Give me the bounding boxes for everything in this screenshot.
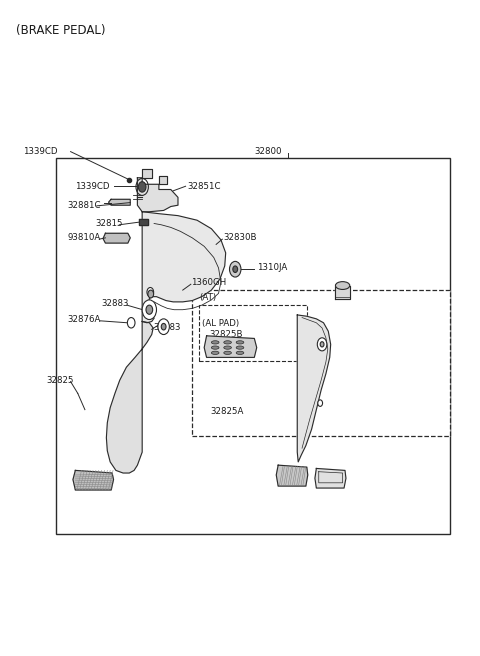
Ellipse shape <box>211 351 219 354</box>
Ellipse shape <box>236 351 244 354</box>
Circle shape <box>146 305 153 314</box>
Text: 32815: 32815 <box>96 219 123 228</box>
Text: 32825: 32825 <box>47 376 74 385</box>
Circle shape <box>158 319 169 335</box>
Circle shape <box>318 400 323 406</box>
Ellipse shape <box>224 346 231 349</box>
Circle shape <box>142 300 156 319</box>
Ellipse shape <box>236 340 244 344</box>
Circle shape <box>233 266 238 272</box>
Text: (AL PAD): (AL PAD) <box>202 319 239 328</box>
Polygon shape <box>336 285 350 298</box>
Polygon shape <box>159 176 168 184</box>
Circle shape <box>148 290 154 298</box>
Text: 32883: 32883 <box>102 299 129 308</box>
Polygon shape <box>204 336 257 358</box>
Ellipse shape <box>236 346 244 349</box>
Ellipse shape <box>336 281 350 289</box>
Bar <box>56 158 450 534</box>
Circle shape <box>161 323 166 330</box>
Ellipse shape <box>224 351 231 354</box>
Polygon shape <box>142 169 152 178</box>
Circle shape <box>229 261 241 277</box>
Polygon shape <box>103 234 130 243</box>
Circle shape <box>127 318 135 328</box>
Text: 32825B: 32825B <box>209 330 242 339</box>
Bar <box>192 290 450 436</box>
Text: 1310JA: 1310JA <box>257 263 287 272</box>
Text: 32881C: 32881C <box>67 201 101 211</box>
Polygon shape <box>107 321 153 473</box>
Text: 32883: 32883 <box>153 323 180 333</box>
Text: 1339CD: 1339CD <box>23 147 58 156</box>
Polygon shape <box>137 178 178 212</box>
Text: 32876A: 32876A <box>67 315 101 324</box>
Text: 1339CD: 1339CD <box>75 182 110 191</box>
Text: (AT): (AT) <box>199 293 216 302</box>
Text: 93810A: 93810A <box>67 234 100 242</box>
Polygon shape <box>276 465 308 486</box>
Text: 32825A: 32825A <box>210 407 244 416</box>
Text: 1360GH: 1360GH <box>192 277 227 287</box>
Text: (BRAKE PEDAL): (BRAKE PEDAL) <box>16 24 105 37</box>
Polygon shape <box>142 212 226 323</box>
Ellipse shape <box>211 340 219 344</box>
Polygon shape <box>315 468 346 488</box>
Polygon shape <box>297 315 331 462</box>
Circle shape <box>320 342 324 347</box>
Bar <box>199 305 307 361</box>
Polygon shape <box>109 199 130 205</box>
Text: 32851C: 32851C <box>188 182 221 191</box>
Circle shape <box>147 287 154 297</box>
Text: 32830B: 32830B <box>223 234 257 242</box>
Circle shape <box>317 338 327 351</box>
Ellipse shape <box>224 340 231 344</box>
Circle shape <box>138 182 146 192</box>
Polygon shape <box>139 219 148 225</box>
Ellipse shape <box>211 346 219 349</box>
Text: 32800: 32800 <box>254 147 282 156</box>
Polygon shape <box>73 470 114 490</box>
